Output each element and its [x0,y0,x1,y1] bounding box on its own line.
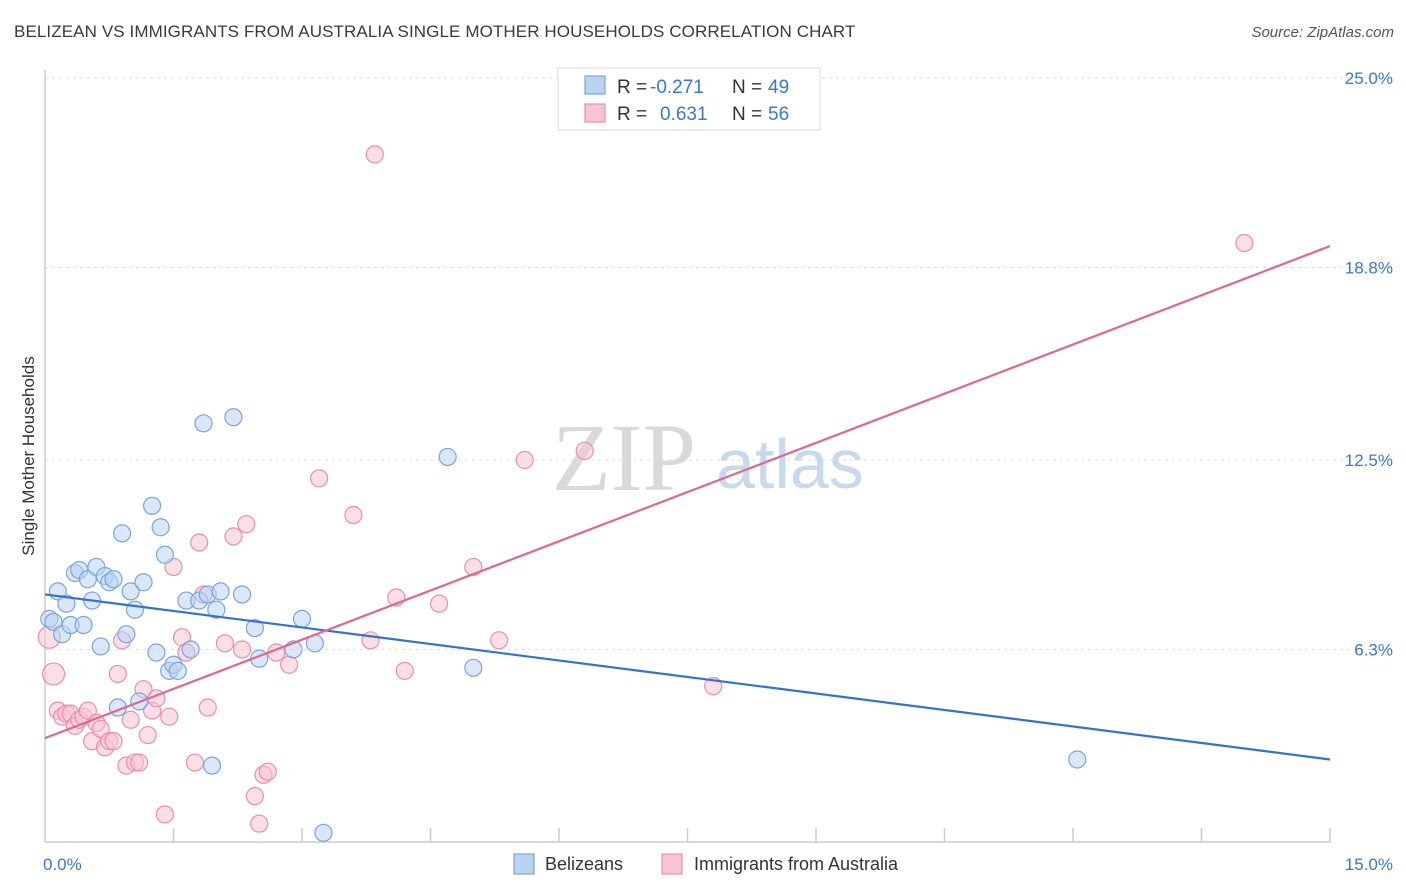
point-blue-47 [464,658,483,677]
point-pink-45 [310,469,329,488]
point-pink-40 [250,814,269,833]
watermark-atlas: atlas [716,425,864,503]
point-pink-54 [515,450,534,470]
point-pink-50 [395,661,414,680]
point-blue-24 [147,643,166,662]
x-tick-labels: 0.0% 15.0% [43,855,1393,874]
chart-title: BELIZEAN VS IMMIGRANTS FROM AUSTRALIA SI… [14,22,856,41]
y-tick-label-2: 18.8% [1345,258,1393,277]
correlation-legend: R = -0.271 N = 49 R = 0.631 N = 56 [557,67,821,131]
y-tick-label-3: 25.0% [1345,69,1393,88]
point-blue-31 [181,640,200,659]
point-blue-17 [112,524,132,543]
point-blue-25 [151,518,170,537]
legend-n-label-blue: N = [732,77,762,98]
y-tick-labels: 6.3% 12.5% 18.8% 25.0% [1345,69,1393,659]
point-pink-23 [138,725,157,745]
point-pink-44 [280,655,299,674]
bottom-legend-label-australia: Immigrants from Australia [694,854,899,874]
point-blue-23 [142,496,162,515]
point-blue-37 [211,582,230,601]
point-pink-26 [155,805,175,824]
grid-lines [45,77,1392,650]
series-legend: Belizeans Immigrants from Australia [513,853,899,875]
x-tick-label-1: 15.0% [1345,855,1393,874]
point-pink-21 [130,753,149,772]
series-belizeans [40,408,1087,842]
bottom-legend-label-belizeans: Belizeans [545,854,623,874]
trend-line-blue [44,593,1331,761]
legend-r-value-pink: 0.631 [660,104,708,125]
legend-r-label-blue: R = [617,77,647,98]
point-pink-48 [365,145,384,164]
point-pink-35 [215,634,234,653]
point-blue-35 [202,756,222,775]
point-blue-39 [232,585,252,604]
point-blue-46 [438,447,457,467]
point-pink-34 [198,698,217,717]
legend-n-label-pink: N = [732,104,762,125]
point-pink-39 [245,787,264,806]
point-pink-19 [121,710,140,729]
point-pink-15 [104,732,123,751]
point-pink-57 [575,441,594,460]
trend-lines [44,245,1331,761]
point-blue-38 [224,408,243,427]
point-blue-15 [104,570,123,589]
bottom-legend-swatch-australia [661,853,683,875]
point-pink-31 [185,753,205,772]
y-tick-label-1: 12.5% [1345,451,1393,470]
point-blue-29 [168,661,187,680]
y-axis-title: Single Mother Households [19,356,38,555]
point-pink-47 [361,631,380,650]
x-tick-label-0: 0.0% [43,855,82,874]
point-blue-40 [245,618,264,638]
bottom-legend-swatch-belizeans [513,853,535,875]
watermark-zip: ZIP [552,404,696,511]
point-blue-18 [117,625,136,644]
legend-n-value-blue: 49 [768,77,789,98]
point-blue-4 [57,594,76,613]
point-blue-33 [194,414,213,433]
point-pink-27 [160,707,179,726]
legend-r-label-pink: R = [617,104,647,125]
point-pink-46 [344,505,363,525]
y-tick-label-0: 6.3% [1354,640,1393,659]
watermark: ZIP atlas [552,404,864,511]
point-blue-43 [292,609,312,629]
point-blue-26 [155,545,175,564]
point-blue-8 [74,615,93,635]
point-pink-38 [237,515,256,534]
point-pink-52 [464,557,483,577]
legend-n-value-pink: 56 [768,104,789,125]
point-pink-1 [41,662,66,686]
point-blue-20 [125,600,145,619]
point-pink-56 [1235,233,1254,253]
trend-line-pink [44,245,1331,740]
point-pink-51 [429,594,449,613]
legend-swatch-blue [584,75,606,95]
source-label: Source: ZipAtlas.com [1251,24,1394,41]
point-pink-37 [232,640,252,659]
point-pink-42 [258,762,277,781]
point-pink-32 [190,533,209,552]
point-pink-36 [224,527,243,546]
point-blue-12 [91,637,110,656]
x-ticks [172,828,1331,842]
point-blue-19 [121,582,140,601]
point-blue-22 [134,573,153,592]
point-blue-48 [1068,750,1087,769]
legend-r-value-blue: -0.271 [650,77,704,98]
point-pink-16 [108,664,127,684]
point-pink-53 [489,631,509,650]
point-blue-45 [314,823,333,842]
point-blue-36 [207,600,226,619]
legend-swatch-pink [584,103,606,123]
